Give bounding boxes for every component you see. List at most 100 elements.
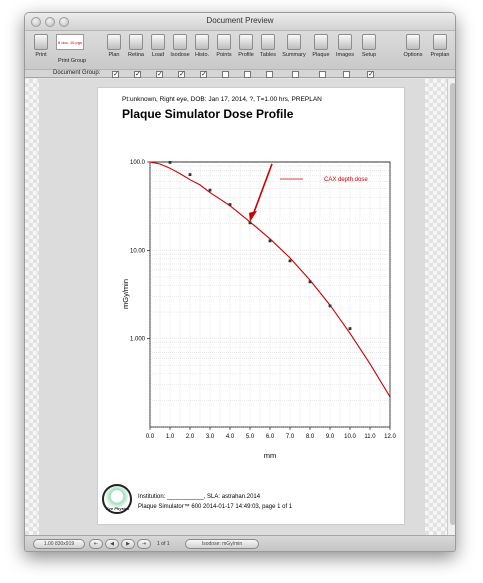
data-point (248, 221, 252, 225)
tables-button[interactable]: Tables (255, 34, 281, 58)
x-tick-label: 11.0 (364, 434, 376, 440)
doc-group-check-profile[interactable] (244, 71, 251, 78)
last-page-button[interactable]: ⇥ (137, 539, 151, 549)
profile-button[interactable]: Profile (233, 34, 259, 58)
histo-button[interactable]: Histo. (189, 34, 215, 58)
data-point (348, 327, 352, 331)
x-tick-label: 12.0 (384, 434, 396, 440)
plaque-icon (314, 34, 328, 50)
page-count: 1 of 1 (157, 541, 170, 547)
y-tick-label: 1.000 (130, 337, 146, 343)
images-icon (338, 34, 352, 50)
vertical-scrollbar[interactable] (447, 79, 455, 535)
preplan-icon (433, 34, 447, 50)
y-axis-label: mGy/min (121, 279, 130, 309)
load-icon (151, 34, 165, 50)
retina-icon (129, 34, 143, 50)
isodose-button[interactable]: Isodose (167, 34, 193, 58)
doc-group-check-load[interactable]: ✓ (156, 71, 163, 78)
x-tick-label: 9.0 (326, 434, 335, 440)
prev-page-button[interactable]: ◀ (105, 539, 119, 549)
status-bar: 1.00 830x919 ⇤ ◀ ▶ ⇥ 1 of 1 Isodose: mGy… (25, 535, 455, 551)
coords-display: 1.00 830x919 (33, 539, 85, 549)
scroll-thumb[interactable] (450, 83, 455, 525)
doc-group-check-summary[interactable] (292, 71, 299, 78)
retina-button[interactable]: Retina (123, 34, 149, 58)
setup-icon (362, 34, 376, 50)
x-tick-label: 0.0 (146, 434, 155, 440)
eye-physics-logo: Eye Physics (102, 484, 132, 514)
x-tick-label: 1.0 (166, 434, 175, 440)
close-window-button[interactable] (31, 17, 41, 27)
setup-button[interactable]: Setup (356, 34, 382, 58)
data-point (228, 203, 232, 206)
footer-product: Plaque Simulator™ 600 2014-01-17 14:49:0… (138, 504, 293, 510)
x-tick-label: 4.0 (226, 434, 235, 440)
tables-icon (261, 34, 275, 50)
summary-button[interactable]: Summary (281, 34, 307, 58)
x-tick-label: 10.0 (344, 434, 356, 440)
patient-info-line: Pt:unknown, Right eye, DOB: Jan 17, 2014… (122, 96, 322, 103)
doc-group-check-points[interactable] (222, 71, 229, 78)
points-icon (217, 34, 231, 50)
x-tick-label: 5.0 (246, 434, 255, 440)
profile-icon (239, 34, 253, 50)
printer-icon (34, 34, 48, 50)
document-preview-window: Document Preview Print 6 doc, 16 pgs Pri… (24, 12, 456, 552)
doc-group-check-images[interactable] (343, 71, 350, 78)
left-margin-pattern (25, 79, 39, 535)
data-point (208, 188, 212, 192)
options-button[interactable]: Options (400, 34, 426, 58)
first-page-button[interactable]: ⇤ (89, 539, 103, 549)
page-title: Plaque Simulator Dose Profile (122, 107, 294, 121)
legend-label: CAX depth dose (324, 177, 368, 183)
doc-group-check-setup[interactable]: ✓ (367, 71, 374, 78)
print-button[interactable]: Print (28, 34, 54, 58)
doc-group-check-plaque[interactable] (319, 71, 326, 78)
document-group-label: Document Group: (53, 70, 101, 76)
summary-icon (287, 34, 301, 50)
y-tick-label: 10.00 (130, 248, 146, 254)
plan-icon (107, 34, 121, 50)
preplan-button[interactable]: Preplan (427, 34, 453, 58)
x-tick-label: 8.0 (306, 434, 315, 440)
x-tick-label: 6.0 (266, 434, 275, 440)
x-tick-label: 3.0 (206, 434, 215, 440)
toolbar: Print 6 doc, 16 pgs Print Group Plan Ret… (25, 31, 455, 69)
doc-group-check-plan[interactable]: ✓ (112, 71, 119, 78)
x-tick-label: 7.0 (286, 434, 295, 440)
annotation-arrow-head (249, 210, 257, 222)
x-axis-label: mm (264, 451, 277, 460)
preview-area: Pt:unknown, Right eye, DOB: Jan 17, 2014… (25, 79, 455, 535)
plan-button[interactable]: Plan (101, 34, 127, 58)
points-button[interactable]: Points (211, 34, 237, 58)
data-point (328, 304, 332, 308)
isodose-icon (173, 34, 187, 50)
annotation-arrow (252, 163, 273, 216)
dose-profile-chart: 100.0 10.00 1.000 0.0 1.0 2.0 3.0 4.0 5.0 6.0 7.0… (121, 160, 396, 460)
right-margin-pattern (425, 79, 447, 535)
options-icon (406, 34, 420, 50)
doc-group-check-retina[interactable]: ✓ (134, 71, 141, 78)
print-group-button[interactable]: Print Group (57, 58, 87, 64)
doc-group-check-tables[interactable] (266, 71, 273, 78)
plaque-button[interactable]: Plaque (308, 34, 334, 58)
cax-depth-dose-line (149, 161, 391, 398)
data-point (188, 173, 192, 177)
images-button[interactable]: Images (332, 34, 358, 58)
title-bar: Document Preview (25, 13, 455, 31)
doc-group-check-histo[interactable]: ✓ (200, 71, 207, 78)
footer-institution: Institution: ___________, SLA: astrahan.… (138, 494, 261, 500)
window-title: Document Preview (206, 16, 274, 25)
next-page-button[interactable]: ▶ (121, 539, 135, 549)
load-button[interactable]: Load (145, 34, 171, 58)
mode-dropdown[interactable]: Isodose: mGy/min (185, 539, 259, 549)
data-point (308, 280, 312, 284)
x-tick-label: 2.0 (186, 434, 195, 440)
minimize-window-button[interactable] (45, 17, 55, 27)
print-group-preview[interactable]: 6 doc, 16 pgs (56, 34, 84, 50)
preview-page: Pt:unknown, Right eye, DOB: Jan 17, 2014… (97, 87, 405, 525)
document-group-bar: Document Group: ✓ ✓ ✓ ✓ ✓ ✓ (25, 69, 455, 78)
doc-group-check-isodose[interactable]: ✓ (178, 71, 185, 78)
zoom-window-button[interactable] (59, 17, 69, 27)
